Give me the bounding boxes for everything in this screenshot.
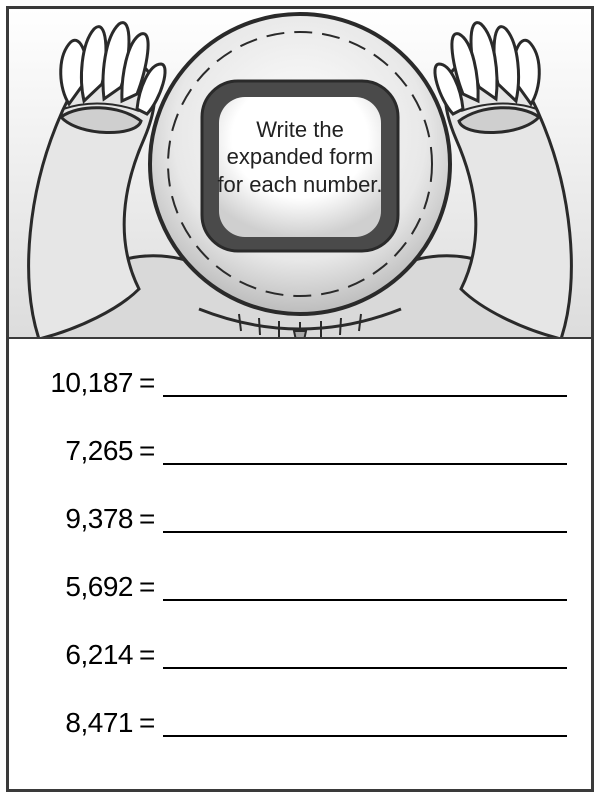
problem-row: 6,214 =: [25, 631, 575, 671]
problem-row: 7,265 =: [25, 427, 575, 467]
problem-row: 8,471 =: [25, 699, 575, 739]
equals-sign: =: [135, 639, 163, 671]
equals-sign: =: [135, 367, 163, 399]
problem-number: 5,692: [25, 571, 135, 603]
answer-line[interactable]: [163, 667, 567, 669]
problem-row: 9,378 =: [25, 495, 575, 535]
problem-row: 10,187 =: [25, 359, 575, 399]
problem-number: 10,187: [25, 367, 135, 399]
answer-line[interactable]: [163, 599, 567, 601]
answer-line[interactable]: [163, 735, 567, 737]
problem-number: 9,378: [25, 503, 135, 535]
problems-panel: 10,187 = 7,265 = 9,378 = 5,692 = 6,214 =…: [9, 341, 591, 789]
problem-number: 8,471: [25, 707, 135, 739]
answer-line[interactable]: [163, 395, 567, 397]
problem-number: 6,214: [25, 639, 135, 671]
problem-number: 7,265: [25, 435, 135, 467]
equals-sign: =: [135, 707, 163, 739]
worksheet-frame: Write the expanded form for each number.…: [6, 6, 594, 792]
problem-row: 5,692 =: [25, 563, 575, 603]
equals-sign: =: [135, 571, 163, 603]
answer-line[interactable]: [163, 463, 567, 465]
illustration-panel: Write the expanded form for each number.: [9, 9, 591, 339]
instruction-text: Write the expanded form for each number.: [215, 115, 385, 198]
equals-sign: =: [135, 503, 163, 535]
equals-sign: =: [135, 435, 163, 467]
answer-line[interactable]: [163, 531, 567, 533]
